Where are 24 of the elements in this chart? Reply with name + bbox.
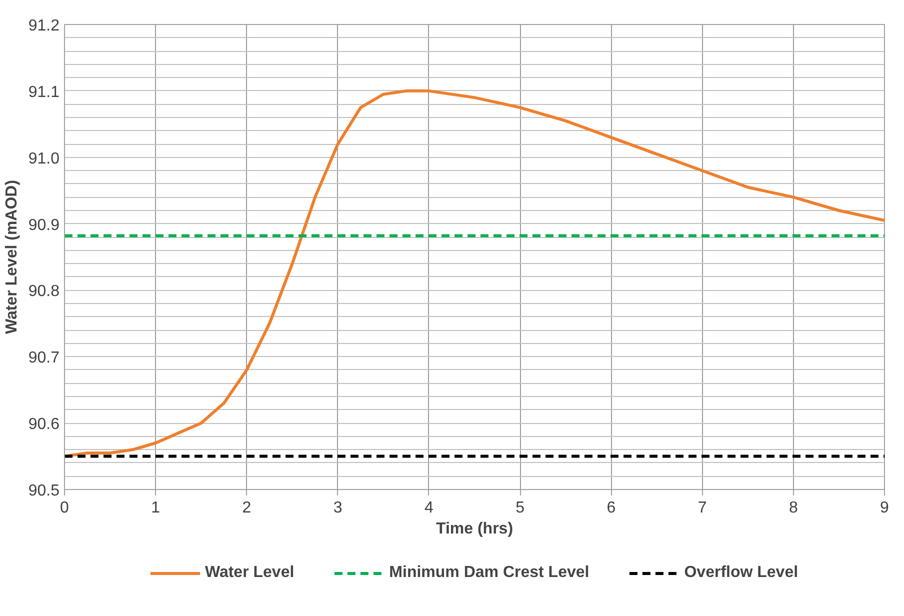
x-tick-label: 0 <box>60 500 70 516</box>
x-tick-label: 8 <box>788 500 798 516</box>
y-axis-title: Water Level (mAOD) <box>3 180 20 334</box>
line-series <box>64 89 884 458</box>
x-tick-label: 7 <box>698 500 707 516</box>
x-axis-title: Time (hrs) <box>436 520 514 538</box>
y-tick-label: 91.0 <box>28 150 60 168</box>
x-tick-label: 2 <box>242 500 252 516</box>
y-tick-label: 91.1 <box>28 84 60 101</box>
y-tick-label: 90.9 <box>28 216 60 234</box>
legend-label: Water Level <box>204 564 294 582</box>
legend-label: Minimum Dam Crest Level <box>389 564 590 582</box>
x-tick-label: 4 <box>424 500 434 516</box>
legend-label: Overflow Level <box>684 564 798 582</box>
x-tick-label: 9 <box>880 500 890 516</box>
y-tick-label: 91.2 <box>28 18 60 34</box>
y-tick-label: 90.5 <box>28 482 60 500</box>
x-tick-label: 3 <box>333 500 342 516</box>
x-tick-label: 6 <box>606 500 616 516</box>
x-tick-label: 1 <box>151 500 160 516</box>
y-tick-label: 90.6 <box>28 416 60 434</box>
y-tick-label: 90.7 <box>28 350 60 367</box>
y-tick-label: 90.8 <box>28 283 60 300</box>
x-tick-label: 5 <box>516 500 525 516</box>
